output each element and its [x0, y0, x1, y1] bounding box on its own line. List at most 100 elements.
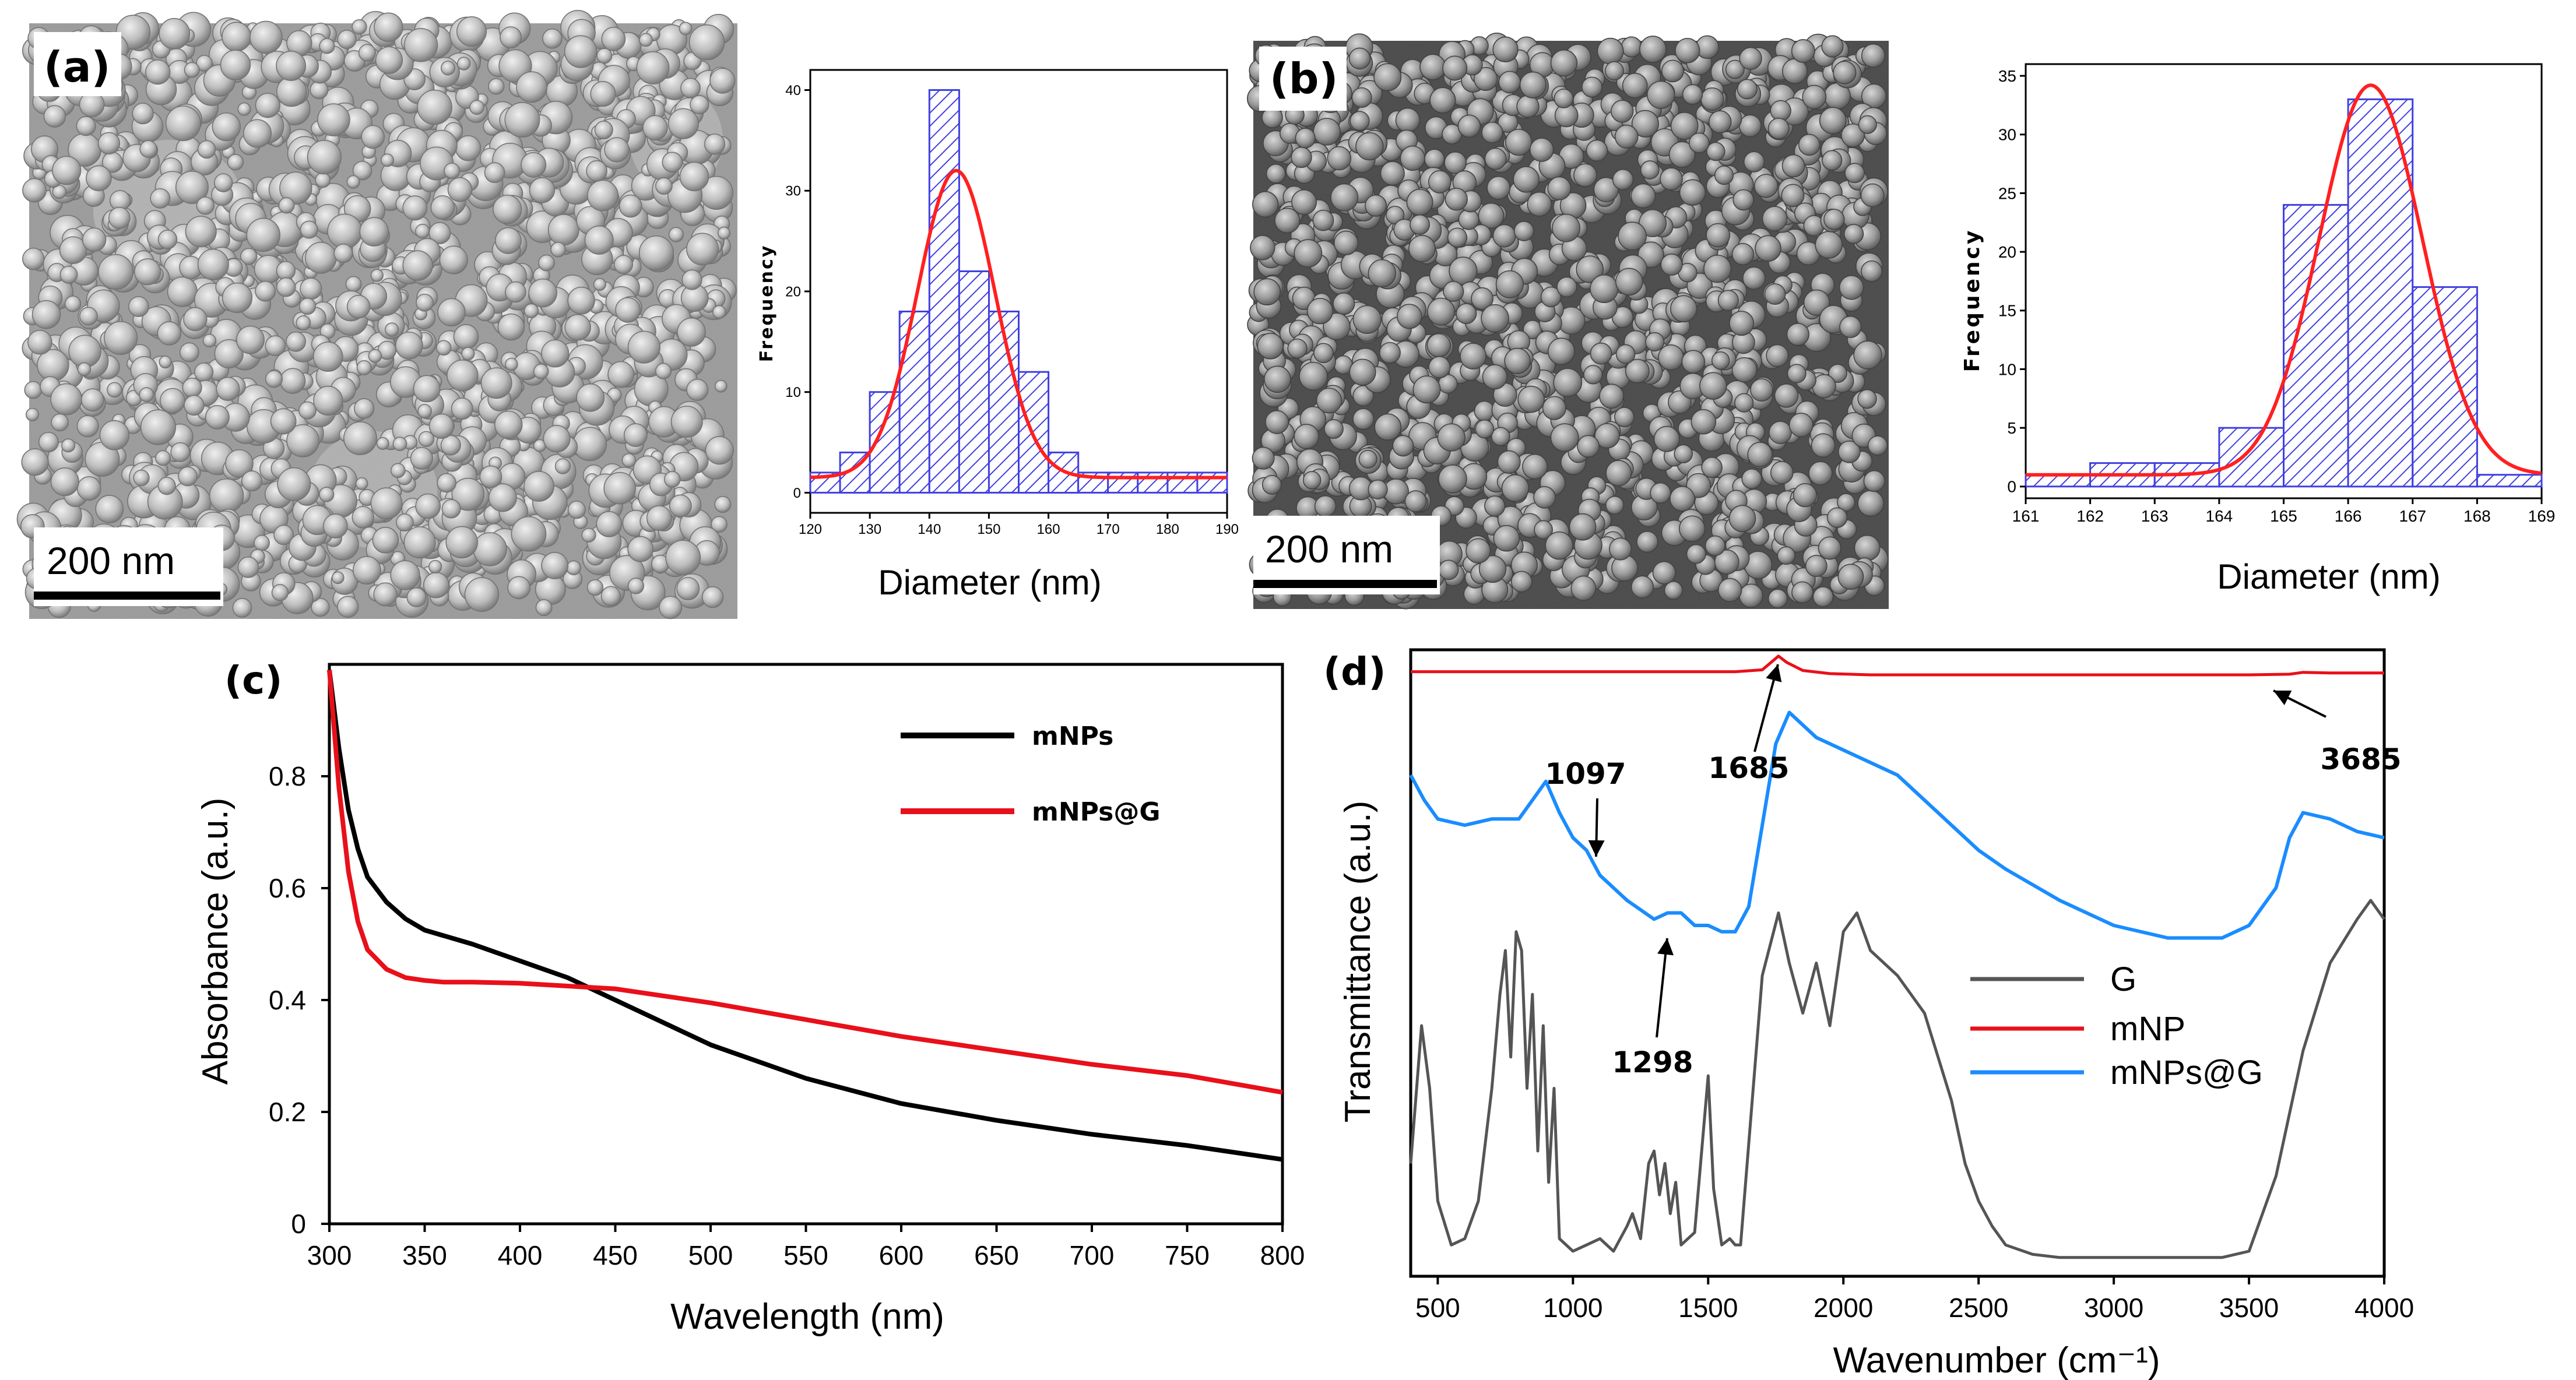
legend-label-mnps: mNPs: [1032, 721, 1113, 751]
legend-label: G: [2110, 960, 2136, 998]
sem-image-a: (a) 200 nm: [16, 10, 737, 619]
panel-label-d: (d): [1323, 649, 1386, 694]
histogram-bar: [2476, 474, 2543, 488]
gaussian-fit-line: [2026, 83, 2542, 477]
scale-bar-label-b: 200 nm: [1265, 527, 1393, 571]
panel-label-a-bg: [34, 32, 121, 96]
hist-a-xlabel: Diameter (nm): [878, 563, 1101, 602]
series-line-mnp: [1411, 654, 2384, 677]
x-tick-label: 800: [1260, 1240, 1305, 1270]
x-tick-label: 1000: [1543, 1293, 1602, 1323]
chart-d-xlabel: Wavenumber (cm⁻¹): [1833, 1340, 2160, 1380]
legend-label: mNPs@G: [2110, 1054, 2263, 1092]
x-tick-label: 300: [307, 1240, 352, 1270]
x-tick-label: 750: [1165, 1240, 1210, 1270]
histogram-b: Frequency Diameter (nm) 161 162 163 164 165 1…: [1960, 63, 2556, 596]
histogram-bar: [2025, 474, 2092, 488]
x-tick-label: 165: [2270, 507, 2297, 525]
x-tick-label: 163: [2141, 507, 2169, 525]
panel-label-b-bg: [1259, 47, 1347, 111]
x-tick-label: 600: [879, 1240, 924, 1270]
x-tick-label: 190: [1215, 522, 1239, 537]
y-tick-label: 0: [291, 1209, 306, 1239]
histogram-bar: [2218, 427, 2285, 488]
y-tick-label: 35: [1998, 67, 2016, 85]
sem-image-b: (b) 200 nm: [1247, 32, 1889, 610]
plot-frame: [1409, 648, 2386, 1278]
x-tick-label: 3500: [2219, 1293, 2279, 1323]
peak-annotation: 3685: [2320, 742, 2401, 776]
chart-d-ylabel: Transmittance (a.u.): [1338, 801, 1378, 1122]
y-tick-label: 0: [793, 485, 801, 501]
histogram-bar: [958, 270, 990, 494]
scale-bar-label-a: 200 nm: [47, 539, 175, 582]
y-tick-label: 20: [1998, 243, 2016, 261]
chart-c-ylabel: Absorbance (a.u.): [195, 798, 236, 1085]
x-tick-label: 140: [918, 522, 941, 537]
histogram-bar: [1137, 471, 1169, 494]
x-tick-label: 700: [1070, 1240, 1115, 1270]
x-tick-label: 164: [2206, 507, 2233, 525]
panel-label-a: (a): [44, 43, 110, 91]
x-tick-label: 450: [593, 1240, 638, 1270]
x-tick-label: 2000: [1814, 1293, 1873, 1323]
scale-bar-b: [1253, 580, 1437, 588]
annotation-arrow-head: [1657, 938, 1674, 956]
histogram-bar: [1107, 471, 1139, 494]
panel-label-c: (c): [224, 658, 282, 703]
peak-annotation: 1685: [1708, 751, 1789, 785]
series-line-mnps: [327, 670, 1283, 1162]
annotation-arrow-head: [1766, 664, 1782, 682]
y-tick-label: 30: [1998, 126, 2016, 144]
legend-label-mnpsg: mNPs@G: [1032, 797, 1160, 827]
x-tick-label: 169: [2528, 507, 2556, 525]
scale-bar-a: [34, 592, 220, 600]
y-tick-label: 10: [785, 385, 801, 400]
y-tick-label: 0.6: [269, 873, 306, 903]
peak-annotation: 1097: [1545, 757, 1626, 791]
histogram-bar: [2347, 98, 2414, 488]
histogram-bar: [1166, 471, 1199, 494]
x-tick-label: 170: [1097, 522, 1120, 537]
x-tick-label: 4000: [2354, 1293, 2414, 1323]
x-tick-label: 500: [688, 1240, 733, 1270]
peak-annotation: 1298: [1612, 1045, 1693, 1079]
x-tick-label: 2500: [1949, 1293, 2008, 1323]
chart-c: (c) Absorbance (a.u.) Wavelength (nm) 30…: [195, 658, 1305, 1337]
y-tick-label: 25: [1998, 184, 2016, 202]
chart-d: (d) Transmittance (a.u.) Wavenumber (cm⁻…: [1323, 648, 2414, 1380]
x-tick-label: 400: [498, 1240, 543, 1270]
histogram-bar: [898, 311, 930, 494]
histogram-bar: [928, 89, 960, 494]
x-tick-label: 1500: [1678, 1293, 1738, 1323]
x-tick-label: 168: [2463, 507, 2491, 525]
x-tick-label: 550: [783, 1240, 828, 1270]
x-tick-label: 500: [1415, 1293, 1460, 1323]
series-line-mnpsg: [1409, 710, 2385, 940]
y-tick-label: 5: [2007, 419, 2016, 437]
histogram-bar: [2412, 286, 2478, 488]
legend-label: mNP: [2110, 1010, 2185, 1048]
histogram-bar: [1196, 471, 1228, 494]
chart-c-xlabel: Wavelength (nm): [670, 1297, 944, 1337]
x-tick-label: 166: [2335, 507, 2362, 525]
y-tick-label: 20: [785, 284, 801, 300]
hist-b-xlabel: Diameter (nm): [2217, 557, 2440, 596]
x-tick-label: 650: [974, 1240, 1019, 1270]
y-tick-label: 0.4: [269, 985, 306, 1015]
x-tick-label: 162: [2076, 507, 2104, 525]
y-tick-label: 15: [1998, 302, 2016, 320]
x-tick-label: 350: [402, 1240, 447, 1270]
x-tick-label: 130: [858, 522, 881, 537]
x-tick-label: 180: [1156, 522, 1179, 537]
annotation-arrow-head: [2273, 691, 2292, 705]
series-line-g: [1409, 899, 2386, 1259]
histogram-a: Frequency Diameter (nm) 120 130 140 150 160 1…: [757, 69, 1239, 602]
x-tick-label: 150: [977, 522, 1000, 537]
x-tick-label: 120: [799, 522, 822, 537]
x-tick-label: 161: [2012, 507, 2040, 525]
x-tick-label: 3000: [2084, 1293, 2143, 1323]
y-tick-label: 10: [1998, 360, 2016, 378]
y-tick-label: 0.8: [269, 761, 306, 791]
